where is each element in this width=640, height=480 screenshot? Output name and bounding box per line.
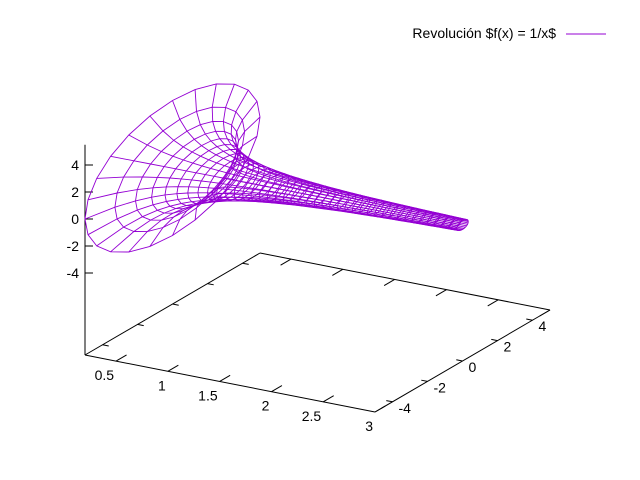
surface-parallel xyxy=(389,204,406,220)
x-axis-line xyxy=(84,354,376,413)
x-tick xyxy=(115,354,127,362)
z-tick-label: 0 xyxy=(71,211,79,227)
surface-parallel xyxy=(216,160,260,202)
y-tick xyxy=(456,359,463,362)
z-tick-label: 4 xyxy=(71,157,79,173)
legend: Revolución $f(x) = 1/x$ xyxy=(412,25,606,41)
x-tick xyxy=(167,364,179,372)
surface-parallel xyxy=(374,201,392,218)
x-tick-far xyxy=(332,268,344,276)
surface-parallel xyxy=(151,130,238,214)
x-tick xyxy=(219,374,231,382)
surface-parallel xyxy=(434,214,448,228)
surface-parallel xyxy=(313,187,336,209)
x-tick xyxy=(374,405,386,413)
y-tick-label: 0 xyxy=(469,359,477,375)
surface-parallel xyxy=(164,138,239,210)
y-tick-label: -4 xyxy=(399,400,412,416)
surface-parallel xyxy=(426,212,441,226)
surface-parallel xyxy=(411,209,427,224)
surface-parallel xyxy=(419,211,434,225)
surface-parallel xyxy=(366,199,385,217)
y-tick-label: 4 xyxy=(539,318,547,334)
surface-parallel xyxy=(225,163,265,202)
x-tick xyxy=(322,395,334,403)
x-tick-label: 3 xyxy=(365,418,373,434)
axes-group xyxy=(84,144,551,413)
z-tick-label: 2 xyxy=(71,184,79,200)
legend-label: Revolución $f(x) = 1/x$ xyxy=(412,25,556,41)
surface-parallel xyxy=(135,121,239,221)
x-tick-label: 1.5 xyxy=(198,387,218,403)
x-tick-far xyxy=(383,279,395,287)
y-tick-far xyxy=(102,344,109,347)
y-tick xyxy=(526,318,533,321)
x-tick-far xyxy=(435,289,447,297)
x-tick-far xyxy=(280,258,292,266)
surface-parallel xyxy=(266,175,296,204)
surface-parallel xyxy=(404,207,420,223)
x-tick xyxy=(271,385,283,393)
surface-parallel xyxy=(290,181,316,206)
surface-parallel xyxy=(242,168,277,202)
surface-parallel xyxy=(274,177,303,204)
surface-parallel xyxy=(250,170,283,203)
surface-parallel xyxy=(381,202,399,219)
surface-parallel xyxy=(329,191,350,211)
surface-parallel xyxy=(187,149,245,205)
surface-parallel xyxy=(207,156,254,202)
surface-parallel xyxy=(359,197,378,215)
surface-parallel xyxy=(351,196,371,214)
surface-parallel xyxy=(258,173,290,203)
surface-parallel xyxy=(344,194,364,213)
y-tick-far xyxy=(207,283,214,286)
surface-mesh xyxy=(84,83,469,253)
surface-parallel xyxy=(321,189,343,210)
x-tick-far xyxy=(487,299,499,307)
y-tick-far xyxy=(242,262,249,265)
surface-parallel xyxy=(396,206,413,221)
y-tick-label: -2 xyxy=(434,379,447,395)
x-tick-label: 1 xyxy=(158,377,166,393)
surface-parallel xyxy=(282,179,309,205)
x-tick-label: 2 xyxy=(262,398,270,414)
far-axis-line xyxy=(259,252,551,311)
surface-parallel xyxy=(441,215,455,229)
y-tick-far xyxy=(172,303,179,306)
y-tick xyxy=(491,338,498,342)
surface-meridian xyxy=(211,83,466,220)
z-tick-label: -2 xyxy=(67,238,80,254)
z-tick-label: -4 xyxy=(67,265,80,281)
x-tick-label: 0.5 xyxy=(95,367,115,383)
x-tick-far xyxy=(539,309,551,317)
y-tick xyxy=(421,379,428,382)
tick-labels: 0.5 1 1.5 2 2.5 3 -4 -2 0 2 4 -4 -2 0 2 4 xyxy=(67,157,547,434)
surface-parallel xyxy=(448,217,462,230)
surface-parallel xyxy=(176,144,242,207)
x-tick-label: 2.5 xyxy=(302,408,322,424)
surface-parallel xyxy=(336,192,357,212)
y-tick xyxy=(386,400,393,403)
y-tick-label: 2 xyxy=(504,339,512,355)
surface-parallel xyxy=(456,218,469,232)
y-tick-far xyxy=(137,323,144,327)
